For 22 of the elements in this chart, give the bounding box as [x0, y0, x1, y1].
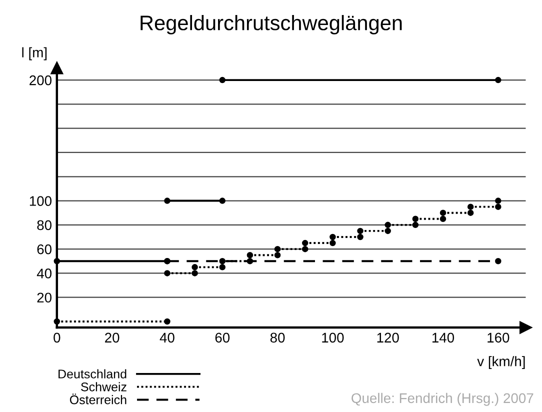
x-tick-label: 0	[54, 332, 60, 343]
x-tick-label: 40	[160, 332, 174, 343]
y-tick-label: 60	[37, 244, 52, 254]
y-tick-label: 200	[30, 75, 52, 86]
source-note: Quelle: Fendrich (Hrsg.) 2007	[352, 392, 534, 406]
x-tick-label: 120	[377, 332, 399, 343]
chart-title: Regeldurchrutschweglängen	[140, 15, 402, 34]
legend-label: Österreich	[70, 394, 126, 404]
y-tick-label: 80	[37, 220, 52, 230]
y-tick-label: 20	[37, 292, 52, 303]
legend-label: Schweiz	[81, 382, 126, 392]
x-tick-label: 140	[432, 332, 454, 343]
legend-label: Deutschland	[58, 369, 126, 378]
x-axis-title: v [km/h]	[477, 356, 525, 370]
y-tick-label: 40	[36, 268, 52, 278]
y-axis-title: l [m]	[22, 47, 47, 60]
x-tick-label: 160	[488, 332, 510, 343]
x-tick-label: 20	[105, 332, 120, 343]
x-tick-label: 60	[215, 332, 230, 343]
x-tick-label: 100	[322, 332, 344, 343]
y-tick-label: 100	[30, 196, 52, 206]
x-tick-label: 80	[270, 332, 285, 343]
